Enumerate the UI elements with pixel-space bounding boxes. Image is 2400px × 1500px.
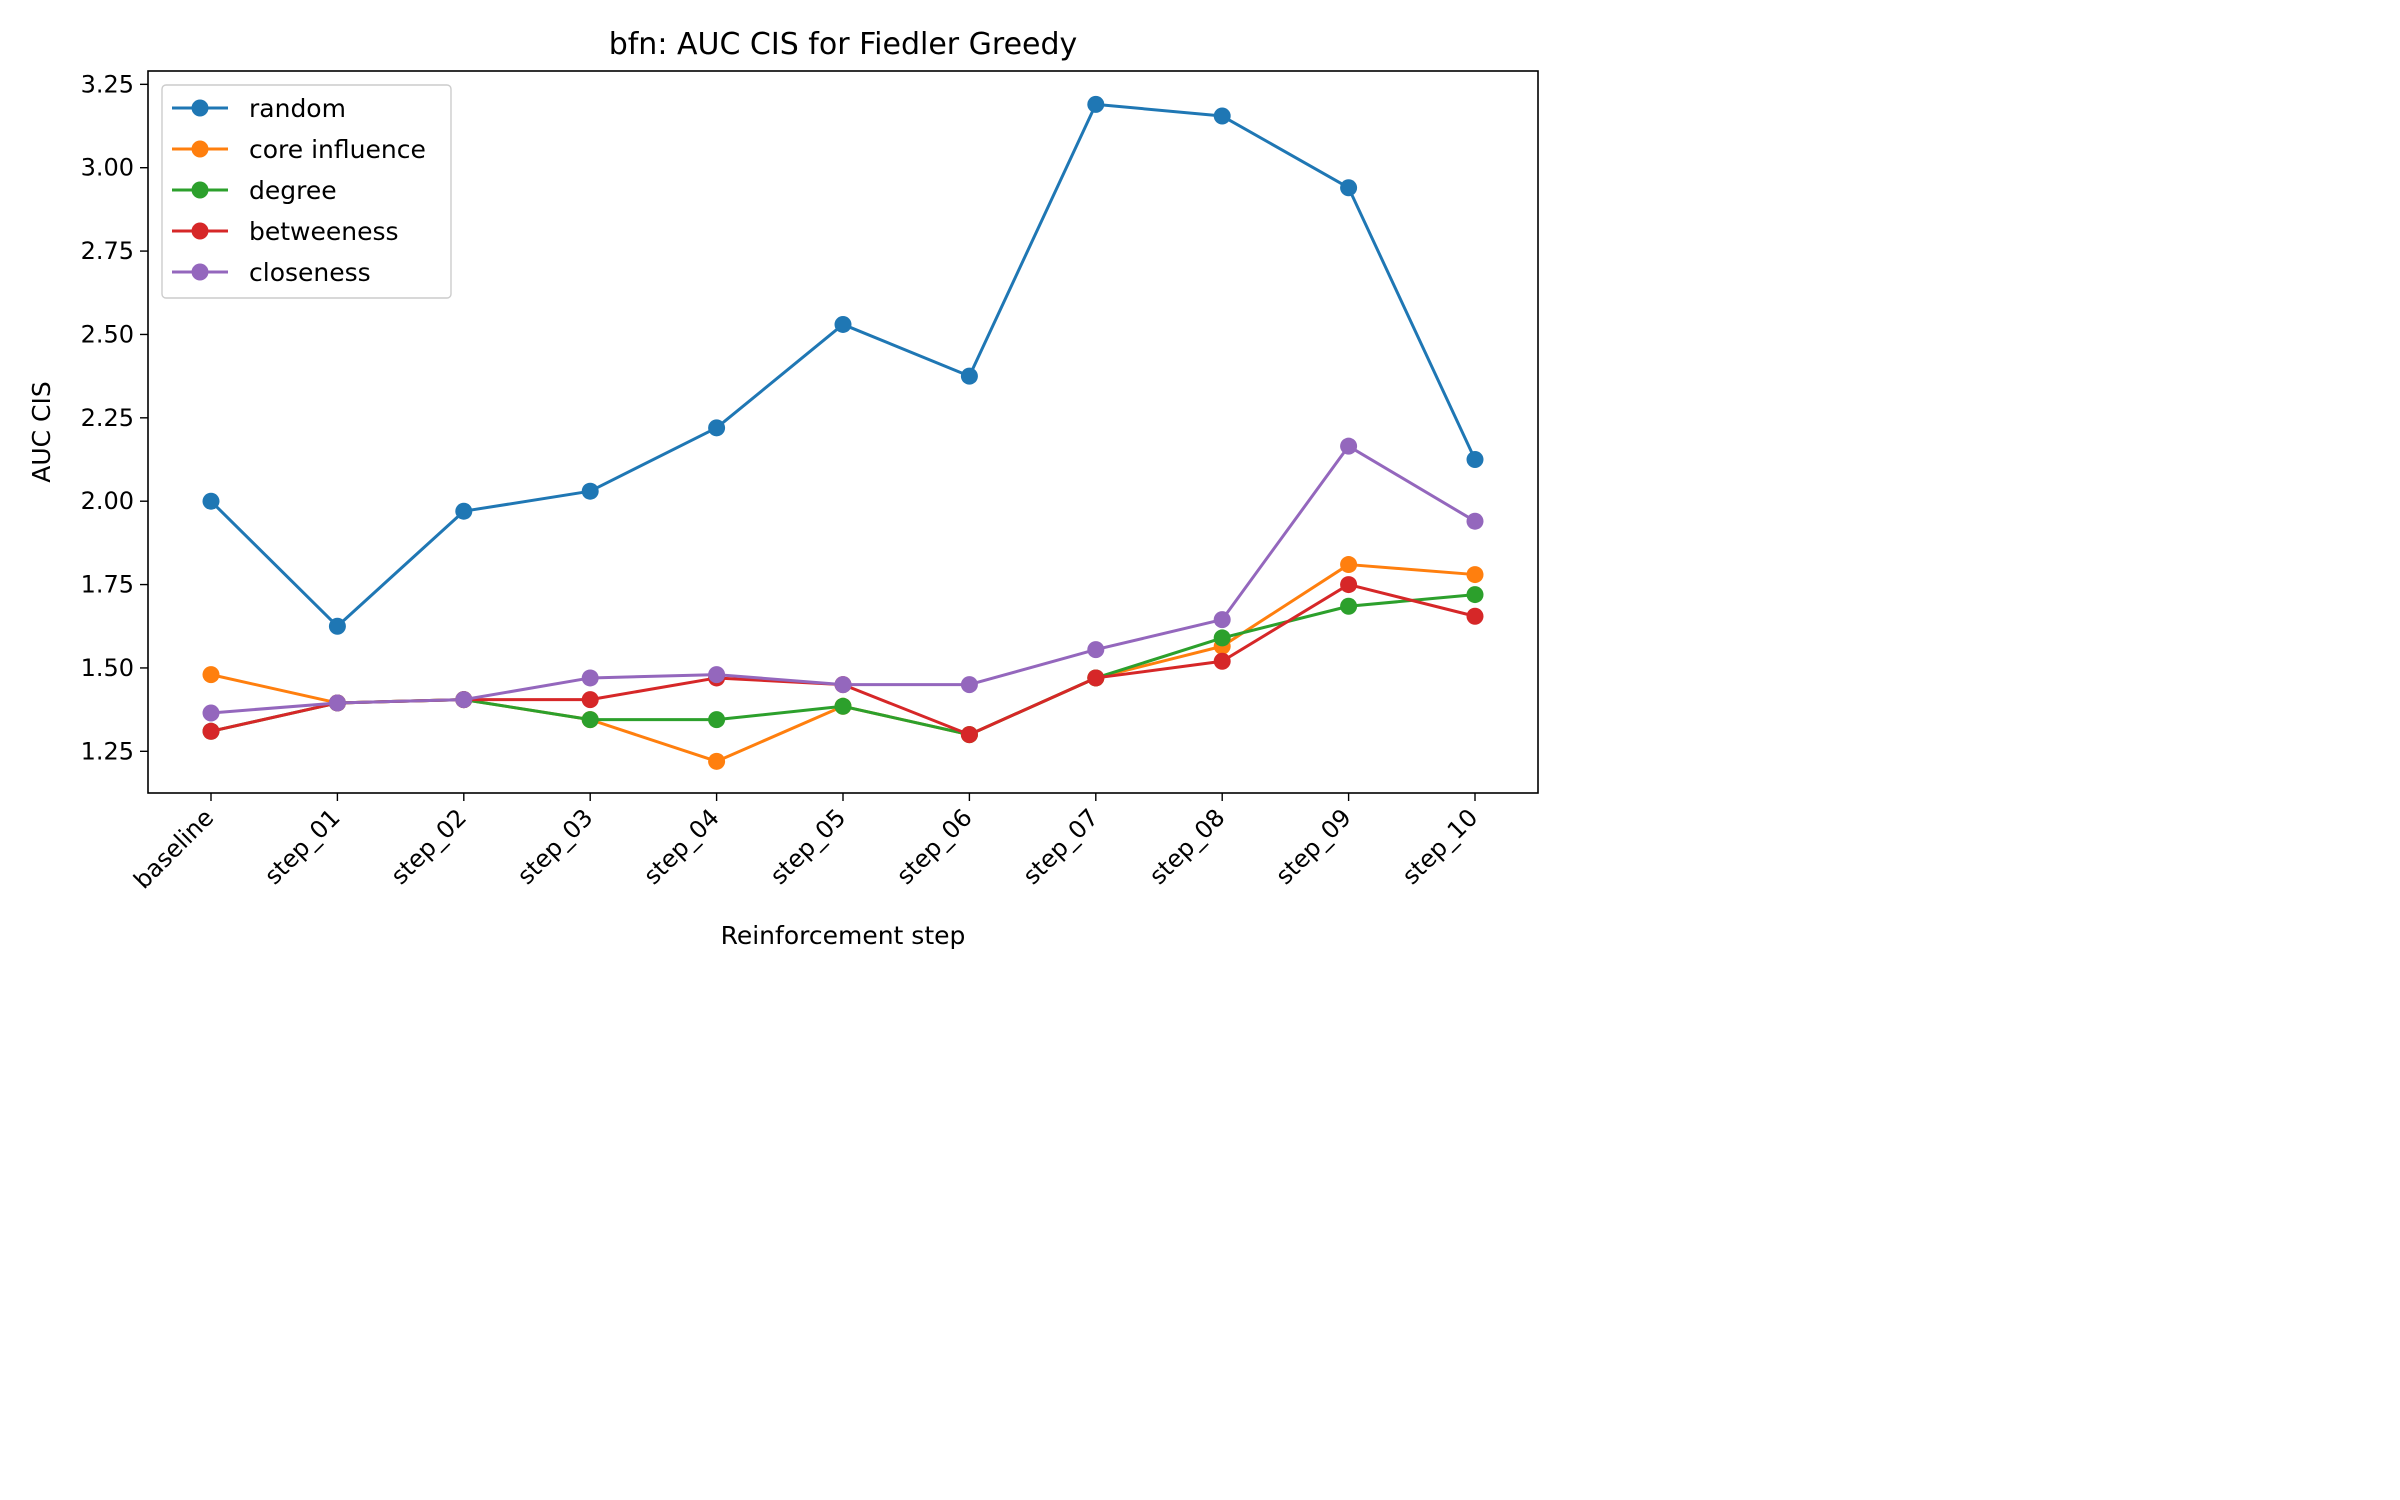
data-point-closeness (202, 704, 220, 722)
data-point-random (834, 315, 852, 333)
data-point-core-influence (202, 666, 220, 684)
legend-label-degree: degree (249, 176, 337, 205)
data-point-closeness (834, 676, 852, 694)
chart: 1.25 1.50 1.75 2.00 2.25 2.50 2.75 3.00 3.25 base… (0, 0, 1564, 977)
x-tick-label: baseline (128, 803, 219, 894)
x-tick-label: step_02 (385, 803, 472, 890)
data-point-random (708, 419, 726, 437)
y-tick-label: 3.25 (81, 70, 134, 98)
x-tick-label: step_08 (1144, 803, 1231, 890)
x-tick-label: step_03 (512, 803, 599, 890)
y-tick-label: 2.25 (81, 404, 134, 432)
series-line-core-influence (210, 563, 1476, 763)
data-point-degree (581, 711, 599, 729)
line-chart: 1.25 1.50 1.75 2.00 2.25 2.50 2.75 3.00 3.25 base… (27, 27, 1539, 950)
data-point-betweeness (1213, 652, 1231, 670)
legend-label-closeness: closeness (249, 258, 371, 287)
data-point-core-influence (1466, 566, 1484, 584)
y-tick-label: 1.25 (81, 737, 134, 765)
legend-marker-degree (191, 181, 209, 199)
x-axis-label: Reinforcement step (721, 921, 966, 950)
data-point-random (328, 617, 346, 635)
x-tick-label: step_05 (765, 803, 852, 890)
legend-marker-core-influence (191, 140, 209, 158)
x-tick-label: step_10 (1397, 803, 1484, 890)
data-point-degree (1213, 629, 1231, 647)
y-tick-label: 2.75 (81, 237, 134, 265)
data-point-random (1466, 451, 1484, 469)
legend-marker-random (191, 99, 209, 117)
x-tick-label: step_04 (638, 803, 725, 890)
data-point-degree (1340, 597, 1358, 615)
data-point-random (1087, 95, 1105, 113)
data-point-closeness (1340, 437, 1358, 455)
x-tick-label: step_06 (891, 803, 978, 890)
data-point-betweeness (1466, 607, 1484, 625)
legend-label-betweeness: betweeness (249, 217, 399, 246)
data-point-closeness (455, 691, 473, 709)
legend-label-random: random (249, 94, 346, 123)
data-point-closeness (581, 669, 599, 687)
data-point-betweeness (202, 722, 220, 740)
legend-marker-closeness (191, 263, 209, 281)
data-point-closeness (708, 666, 726, 684)
legend-marker-betweeness (191, 222, 209, 240)
data-point-random (1213, 107, 1231, 125)
series-line-closeness (210, 444, 1476, 715)
data-point-random (455, 502, 473, 520)
y-tick-label: 1.50 (81, 654, 134, 682)
data-point-degree (1466, 586, 1484, 604)
data-point-closeness (1466, 512, 1484, 530)
y-tick-label: 3.00 (81, 154, 134, 182)
chart-title: bfn: AUC CIS for Fiedler Greedy (609, 27, 1078, 62)
data-point-degree (834, 697, 852, 715)
y-axis-label: AUC CIS (27, 381, 56, 483)
data-point-betweeness (1087, 669, 1105, 687)
x-tick-label: step_01 (259, 803, 346, 890)
legend: random core influence degree betweeness clos… (161, 84, 452, 299)
y-tick-label: 2.00 (81, 487, 134, 515)
y-tick-label: 2.50 (81, 320, 134, 348)
data-point-random (960, 367, 978, 385)
data-point-closeness (960, 676, 978, 694)
data-point-closeness (328, 694, 346, 712)
x-tick-label: step_07 (1017, 803, 1104, 890)
plot-area (202, 95, 1484, 770)
data-point-betweeness (581, 691, 599, 709)
x-tick-label: step_09 (1270, 803, 1357, 890)
data-point-betweeness (960, 726, 978, 744)
data-point-closeness (1087, 641, 1105, 659)
data-point-betweeness (1340, 576, 1358, 594)
data-point-core-influence (1340, 556, 1358, 574)
data-point-random (202, 492, 220, 510)
data-point-degree (708, 711, 726, 729)
legend-label-core-influence: core influence (249, 135, 426, 164)
data-point-random (581, 482, 599, 500)
y-tick-label: 1.75 (81, 571, 134, 599)
data-point-random (1340, 179, 1358, 197)
data-point-core-influence (708, 752, 726, 770)
legend-box (161, 84, 452, 299)
data-point-closeness (1213, 611, 1231, 629)
